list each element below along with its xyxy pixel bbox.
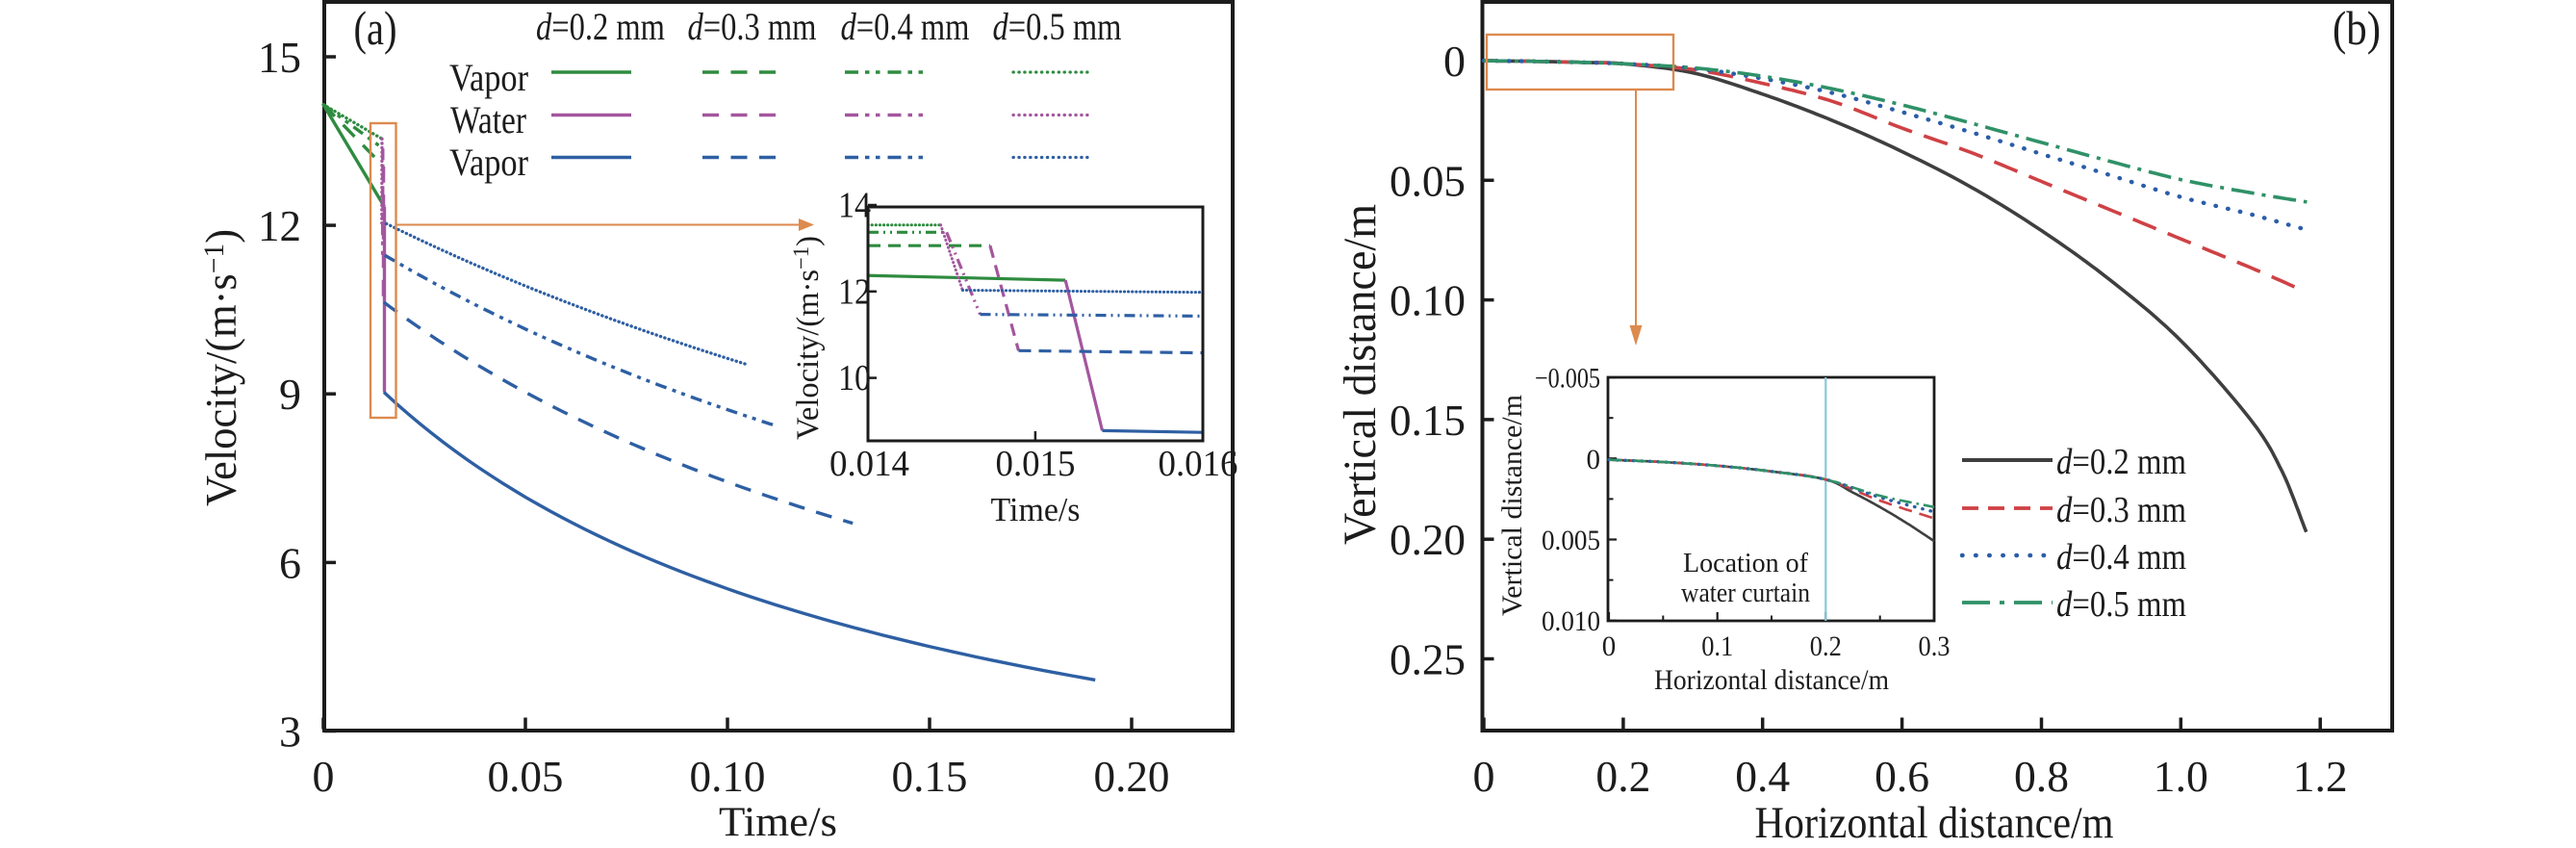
svg-text:3: 3 (279, 707, 301, 757)
svg-text:0.6: 0.6 (1875, 752, 1929, 801)
svg-text:0.2: 0.2 (1595, 752, 1650, 801)
svg-text:0.10: 0.10 (690, 752, 766, 801)
svg-text:Horizontal distance/m: Horizontal distance/m (1755, 798, 2114, 848)
svg-text:Vapor: Vapor (449, 141, 528, 184)
svg-text:0: 0 (313, 752, 335, 801)
svg-text:0: 0 (1587, 444, 1601, 475)
svg-text:0.05: 0.05 (488, 752, 564, 801)
svg-text:14: 14 (838, 186, 871, 226)
svg-text:0.4: 0.4 (1735, 752, 1790, 801)
svg-text:d=0.3 mm: d=0.3 mm (2056, 490, 2186, 530)
svg-text:Time/s: Time/s (991, 491, 1081, 528)
svg-text:Time/s: Time/s (719, 800, 837, 845)
svg-text:0.016: 0.016 (1159, 444, 1238, 484)
svg-text:Velocity/(m·s−1): Velocity/(m·s−1) (789, 236, 826, 440)
svg-text:12: 12 (258, 201, 301, 250)
svg-text:d=0.3 mm: d=0.3 mm (688, 5, 817, 48)
svg-text:Vapor: Vapor (449, 56, 528, 99)
svg-text:6: 6 (279, 538, 301, 587)
svg-text:0.3: 0.3 (1919, 630, 1951, 662)
svg-text:12: 12 (838, 271, 871, 312)
svg-text:1.0: 1.0 (2154, 752, 2208, 801)
svg-text:Location of: Location of (1683, 548, 1808, 578)
svg-text:0.005: 0.005 (1542, 525, 1600, 556)
svg-text:0.20: 0.20 (1390, 515, 1466, 564)
svg-text:0.20: 0.20 (1094, 752, 1170, 801)
svg-text:0.05: 0.05 (1390, 156, 1466, 205)
svg-text:d=0.2 mm: d=0.2 mm (2056, 442, 2186, 482)
svg-text:Horizontal distance/m: Horizontal distance/m (1654, 664, 1889, 696)
svg-text:d=0.5 mm: d=0.5 mm (2056, 584, 2186, 625)
svg-text:Water: Water (450, 98, 526, 141)
svg-text:d=0.5 mm: d=0.5 mm (993, 5, 1122, 48)
svg-text:0.15: 0.15 (892, 752, 968, 801)
svg-text:0.8: 0.8 (2014, 752, 2069, 801)
svg-text:0.015: 0.015 (996, 444, 1076, 484)
svg-text:0: 0 (1443, 37, 1466, 86)
svg-text:0.10: 0.10 (1390, 276, 1466, 325)
svg-text:Vertical distance/m: Vertical distance/m (1496, 395, 1528, 616)
svg-text:0.25: 0.25 (1390, 635, 1466, 684)
svg-text:10: 10 (838, 358, 871, 398)
svg-text:1.2: 1.2 (2293, 752, 2348, 801)
svg-text:0.1: 0.1 (1701, 630, 1733, 662)
svg-text:d=0.2 mm: d=0.2 mm (536, 5, 665, 48)
svg-text:−0.005: −0.005 (1535, 363, 1600, 395)
svg-text:15: 15 (258, 33, 301, 82)
svg-text:Velocity/(m·s−1): Velocity/(m·s−1) (197, 229, 245, 506)
svg-text:(a): (a) (354, 1, 397, 55)
svg-text:d=0.4 mm: d=0.4 mm (841, 5, 970, 48)
svg-text:0.014: 0.014 (829, 444, 909, 484)
svg-text:0.010: 0.010 (1542, 605, 1600, 637)
svg-text:0: 0 (1602, 630, 1617, 662)
svg-text:0: 0 (1473, 752, 1495, 801)
svg-text:(b): (b) (2333, 1, 2381, 55)
svg-text:0.2: 0.2 (1810, 630, 1842, 662)
svg-text:d=0.4 mm: d=0.4 mm (2056, 537, 2186, 578)
svg-text:water curtain: water curtain (1681, 578, 1810, 608)
svg-text:Vertical distance/m: Vertical distance/m (1335, 204, 1386, 545)
svg-text:9: 9 (279, 370, 301, 419)
svg-text:0.15: 0.15 (1390, 396, 1466, 445)
